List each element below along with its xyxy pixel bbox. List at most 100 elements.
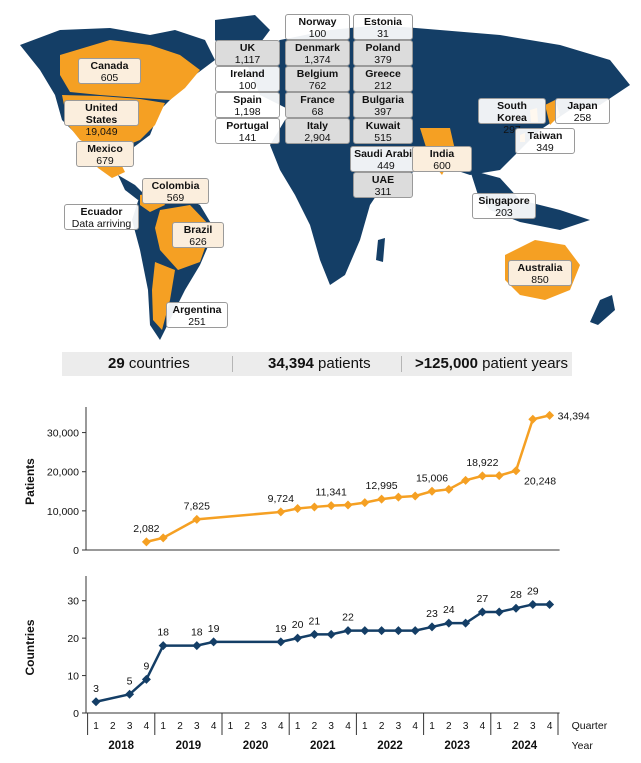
data-label: 19 xyxy=(208,623,220,635)
year-label: 2019 xyxy=(176,740,202,752)
country-label: Denmark 1,374 xyxy=(285,40,350,66)
data-point xyxy=(125,689,135,699)
data-point xyxy=(309,629,319,639)
data-label: 18 xyxy=(157,627,169,639)
quarter-tick-label: 4 xyxy=(547,721,553,732)
data-label: 20,248 xyxy=(524,476,556,488)
data-label: 5 xyxy=(127,675,133,687)
country-name: Denmark xyxy=(295,42,340,54)
data-label: 27 xyxy=(477,593,489,605)
country-label: Bulgaria 397 xyxy=(353,92,413,118)
country-value: 1,198 xyxy=(234,106,261,118)
data-point xyxy=(377,626,387,636)
madagascar-landmass xyxy=(376,238,385,262)
country-name: Canada xyxy=(90,60,129,72)
data-label: 12,995 xyxy=(366,480,398,492)
data-point xyxy=(91,697,101,707)
country-name: Argentina xyxy=(172,304,222,316)
country-value: 379 xyxy=(374,54,392,66)
country-name: Colombia xyxy=(151,180,200,192)
country-value: 31 xyxy=(377,28,389,40)
country-label: Colombia 569 xyxy=(142,178,209,204)
country-name: Poland xyxy=(365,42,401,54)
country-name: Greece xyxy=(365,68,401,80)
data-label: 29 xyxy=(527,585,539,597)
data-label: 9 xyxy=(143,660,149,672)
quarter-tick-label: 1 xyxy=(228,721,234,732)
country-label: Australia 850 xyxy=(508,260,572,286)
country-label: Poland 379 xyxy=(353,40,413,66)
country-value: 600 xyxy=(433,160,451,172)
y-tick-label: 20 xyxy=(67,633,79,645)
country-name: Kuwait xyxy=(365,120,401,132)
country-label: Estonia 31 xyxy=(353,14,413,40)
year-label: 2023 xyxy=(444,740,470,752)
country-name: Ecuador xyxy=(80,206,123,218)
country-value: 1,374 xyxy=(304,54,331,66)
data-point xyxy=(360,626,370,636)
country-label: Canada 605 xyxy=(78,58,141,84)
world-map: Norway 100 Estonia 31 UK 1,117 Denmark 1,374 Pol… xyxy=(0,0,641,345)
y-tick-label: 30,000 xyxy=(47,428,79,440)
country-label: Argentina 251 xyxy=(166,302,228,328)
country-value: 515 xyxy=(374,132,392,144)
country-name: Norway xyxy=(298,16,337,28)
country-label: Greece 212 xyxy=(353,66,413,92)
country-value: 397 xyxy=(374,106,392,118)
country-label: Ireland 100 xyxy=(215,66,280,92)
data-point xyxy=(209,637,219,647)
data-point xyxy=(461,475,471,485)
data-label: 3 xyxy=(93,683,99,695)
data-point xyxy=(410,491,420,501)
data-point xyxy=(410,626,420,636)
quarter-tick-label: 1 xyxy=(496,721,502,732)
data-point xyxy=(494,471,504,481)
country-label: Spain 1,198 xyxy=(215,92,280,118)
country-name: UAE xyxy=(371,174,395,186)
country-label: Japan 258 xyxy=(555,98,610,124)
country-label: Saudi Arabia 449 xyxy=(350,146,422,172)
quarter-tick-label: 4 xyxy=(480,721,486,732)
country-name: Estonia xyxy=(364,16,402,28)
country-value: 569 xyxy=(166,192,185,204)
country-name: South Korea xyxy=(497,100,527,124)
data-point xyxy=(393,492,403,502)
charts-area: 0 10,000 20,000 30,000 Patients 2,082 7,825 9,7… xyxy=(0,395,641,763)
data-point xyxy=(477,607,487,617)
country-value: 679 xyxy=(96,155,114,167)
data-point xyxy=(427,622,437,632)
country-name: Spain xyxy=(233,94,262,106)
country-name: Brazil xyxy=(183,224,213,236)
country-name: India xyxy=(429,148,455,160)
data-label: 9,724 xyxy=(268,493,294,505)
year-label: 2020 xyxy=(243,740,269,752)
data-label: 20 xyxy=(292,619,304,631)
country-name: Mexico xyxy=(87,143,123,155)
data-label: 21 xyxy=(309,615,321,627)
data-point xyxy=(141,537,151,547)
series-line xyxy=(146,414,550,544)
country-label: Singapore 203 xyxy=(472,193,536,219)
country-value: 141 xyxy=(238,132,257,144)
summary-countries: 29 countries xyxy=(108,355,190,372)
country-value: 311 xyxy=(374,186,392,198)
country-value: 203 xyxy=(495,207,513,219)
year-label: 2022 xyxy=(377,740,403,752)
data-point xyxy=(276,637,286,647)
country-value: 2,904 xyxy=(304,132,331,144)
y-tick-label: 10,000 xyxy=(47,506,79,518)
quarter-tick-label: 2 xyxy=(379,721,385,732)
y-tick-label: 0 xyxy=(73,708,79,720)
data-point xyxy=(477,471,487,481)
country-value: 100 xyxy=(308,28,327,40)
data-point xyxy=(158,533,168,543)
country-value: 1,117 xyxy=(234,54,261,66)
quarter-tick-label: 2 xyxy=(446,721,452,732)
country-label: South Korea 297 xyxy=(478,98,546,136)
data-point xyxy=(511,603,521,613)
data-point xyxy=(444,618,454,628)
country-label: Ecuador Data arriving xyxy=(64,204,139,230)
central-america-landmass xyxy=(118,175,145,200)
quarter-tick-label: 4 xyxy=(345,721,351,732)
data-point xyxy=(444,484,454,494)
